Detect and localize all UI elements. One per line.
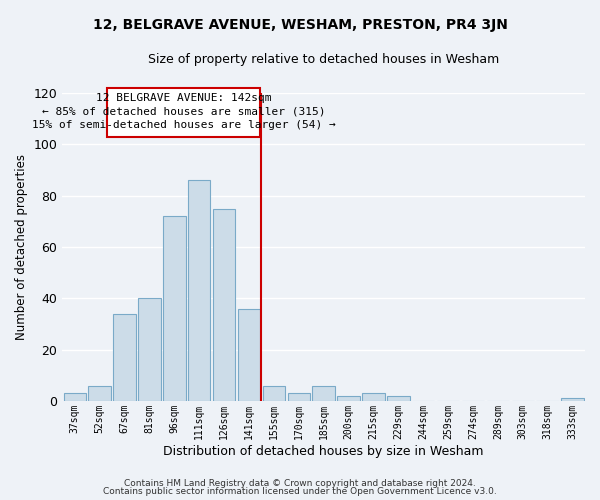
Bar — [238, 308, 260, 401]
Bar — [287, 393, 310, 401]
Bar — [138, 298, 161, 401]
Bar — [387, 396, 410, 401]
Bar — [163, 216, 185, 401]
Text: ← 85% of detached houses are smaller (315): ← 85% of detached houses are smaller (31… — [42, 106, 325, 117]
Bar — [263, 386, 285, 401]
Text: 12 BELGRAVE AVENUE: 142sqm: 12 BELGRAVE AVENUE: 142sqm — [96, 92, 271, 102]
Bar — [88, 386, 111, 401]
Bar — [362, 393, 385, 401]
Bar — [313, 386, 335, 401]
Title: Size of property relative to detached houses in Wesham: Size of property relative to detached ho… — [148, 52, 499, 66]
Text: Contains HM Land Registry data © Crown copyright and database right 2024.: Contains HM Land Registry data © Crown c… — [124, 478, 476, 488]
Bar — [64, 393, 86, 401]
Bar — [213, 208, 235, 401]
Bar — [188, 180, 211, 401]
Bar — [337, 396, 360, 401]
Y-axis label: Number of detached properties: Number of detached properties — [15, 154, 28, 340]
Text: 12, BELGRAVE AVENUE, WESHAM, PRESTON, PR4 3JN: 12, BELGRAVE AVENUE, WESHAM, PRESTON, PR… — [92, 18, 508, 32]
Bar — [562, 398, 584, 401]
Bar — [113, 314, 136, 401]
Text: Contains public sector information licensed under the Open Government Licence v3: Contains public sector information licen… — [103, 487, 497, 496]
X-axis label: Distribution of detached houses by size in Wesham: Distribution of detached houses by size … — [163, 444, 484, 458]
FancyBboxPatch shape — [107, 88, 260, 136]
Text: 15% of semi-detached houses are larger (54) →: 15% of semi-detached houses are larger (… — [32, 120, 335, 130]
